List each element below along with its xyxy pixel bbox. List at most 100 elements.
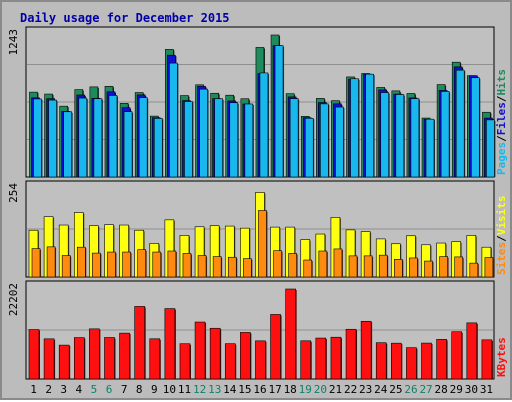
kbytes-bar-10 xyxy=(164,308,176,380)
pages-bar-12 xyxy=(199,88,208,178)
pages-bar-20 xyxy=(320,103,329,178)
kbytes-bar-12 xyxy=(194,321,206,380)
kbytes-bar-18 xyxy=(285,288,296,380)
pages-bar-29 xyxy=(455,69,465,178)
kbytes-bar-2 xyxy=(43,338,55,380)
pages-bar-1 xyxy=(33,98,42,178)
pages-bar-8 xyxy=(138,97,148,178)
sites-bar-13 xyxy=(212,256,222,278)
sites-bar-27 xyxy=(424,260,433,278)
sites-bar-31 xyxy=(484,257,494,278)
pages-bar-15 xyxy=(244,103,254,178)
x-tick-24: 24 xyxy=(374,383,388,396)
pages-bar-26 xyxy=(410,98,420,178)
x-tick-15: 15 xyxy=(238,383,251,396)
x-tick-13: 13 xyxy=(208,383,221,396)
legend-entry: Hits xyxy=(495,69,508,96)
legend-entry: Sites xyxy=(495,242,508,275)
legend-entry: / xyxy=(495,135,508,142)
x-tick-30: 30 xyxy=(465,383,478,396)
legend-0: Pages/Files/Hits xyxy=(495,69,508,175)
pages-bar-5 xyxy=(93,98,103,178)
pages-bar-17 xyxy=(274,45,284,178)
sites-bar-4 xyxy=(76,246,86,278)
x-tick-10: 10 xyxy=(163,383,176,396)
pages-bar-25 xyxy=(395,94,405,178)
kbytes-bar-1 xyxy=(28,329,40,380)
kbytes-bar-22 xyxy=(345,328,357,380)
sites-bar-25 xyxy=(394,259,403,278)
kbytes-bar-24 xyxy=(375,342,387,380)
pages-bar-11 xyxy=(184,101,193,178)
sites-bar-28 xyxy=(439,256,448,278)
kbytes-bar-27 xyxy=(421,342,432,380)
legend-1: Sites/Visits xyxy=(495,196,508,276)
pages-bar-23 xyxy=(365,73,374,178)
pages-bar-27 xyxy=(425,118,435,178)
pages-bar-10 xyxy=(169,62,178,178)
x-tick-16: 16 xyxy=(253,383,266,396)
pages-bar-21 xyxy=(335,106,344,178)
pages-bar-13 xyxy=(214,98,223,178)
kbytes-bar-30 xyxy=(466,322,478,380)
legend-entry: / xyxy=(495,95,508,102)
kbytes-bar-15 xyxy=(240,332,251,380)
sites-bar-5 xyxy=(92,252,101,278)
sites-bar-20 xyxy=(318,250,328,278)
pages-bar-16 xyxy=(259,72,269,178)
x-tick-6: 6 xyxy=(106,383,113,396)
x-tick-22: 22 xyxy=(344,383,357,396)
sites-bar-8 xyxy=(137,249,146,278)
kbytes-bar-23 xyxy=(360,320,372,380)
pages-bar-3 xyxy=(63,111,72,178)
pages-bar-4 xyxy=(78,97,88,178)
x-tick-25: 25 xyxy=(389,383,402,396)
kbytes-bar-5 xyxy=(89,328,100,380)
x-tick-28: 28 xyxy=(435,383,448,396)
pages-bar-9 xyxy=(153,118,163,178)
x-tick-17: 17 xyxy=(268,383,281,396)
legend-entry: Visits xyxy=(495,196,508,236)
pages-bar-14 xyxy=(229,102,239,178)
kbytes-bar-26 xyxy=(406,347,417,380)
kbytes-bar-28 xyxy=(436,339,447,380)
x-tick-29: 29 xyxy=(450,383,463,396)
legend-entry: / xyxy=(495,235,508,242)
x-tick-3: 3 xyxy=(60,383,67,396)
sites-bar-2 xyxy=(46,246,56,278)
kbytes-bar-17 xyxy=(270,314,281,380)
sites-bar-19 xyxy=(303,259,313,278)
kbytes-bar-31 xyxy=(481,339,493,380)
x-tick-21: 21 xyxy=(329,383,342,396)
kbytes-bar-11 xyxy=(179,343,191,380)
sites-bar-29 xyxy=(454,256,464,278)
x-tick-7: 7 xyxy=(121,383,128,396)
sites-bar-15 xyxy=(243,258,252,278)
x-tick-26: 26 xyxy=(404,383,417,396)
sites-bar-30 xyxy=(469,262,479,278)
legend-2: KBytes xyxy=(495,337,508,377)
x-tick-1: 1 xyxy=(30,383,37,396)
y-max-label: 1243 xyxy=(7,29,20,56)
kbytes-bar-20 xyxy=(315,337,327,380)
chart-title: Daily usage for December 2015 xyxy=(20,11,230,25)
x-tick-20: 20 xyxy=(314,383,327,396)
pages-bar-22 xyxy=(350,78,359,178)
pages-bar-18 xyxy=(289,98,299,178)
sites-bar-7 xyxy=(122,251,131,278)
pages-bar-30 xyxy=(471,77,480,178)
x-tick-19: 19 xyxy=(299,383,312,396)
sites-bar-21 xyxy=(333,248,343,278)
x-tick-8: 8 xyxy=(136,383,143,396)
kbytes-bar-25 xyxy=(391,342,402,380)
sites-bar-22 xyxy=(348,255,358,278)
kbytes-bar-29 xyxy=(451,331,463,380)
pages-bar-7 xyxy=(123,111,133,178)
kbytes-bar-7 xyxy=(119,332,130,380)
sites-bar-14 xyxy=(227,256,237,278)
chart-svg: 1243Pages/Files/Hits254Sites/Visits22202… xyxy=(7,26,508,396)
sites-bar-1 xyxy=(31,248,41,278)
x-tick-9: 9 xyxy=(151,383,158,396)
sites-bar-23 xyxy=(363,255,373,278)
